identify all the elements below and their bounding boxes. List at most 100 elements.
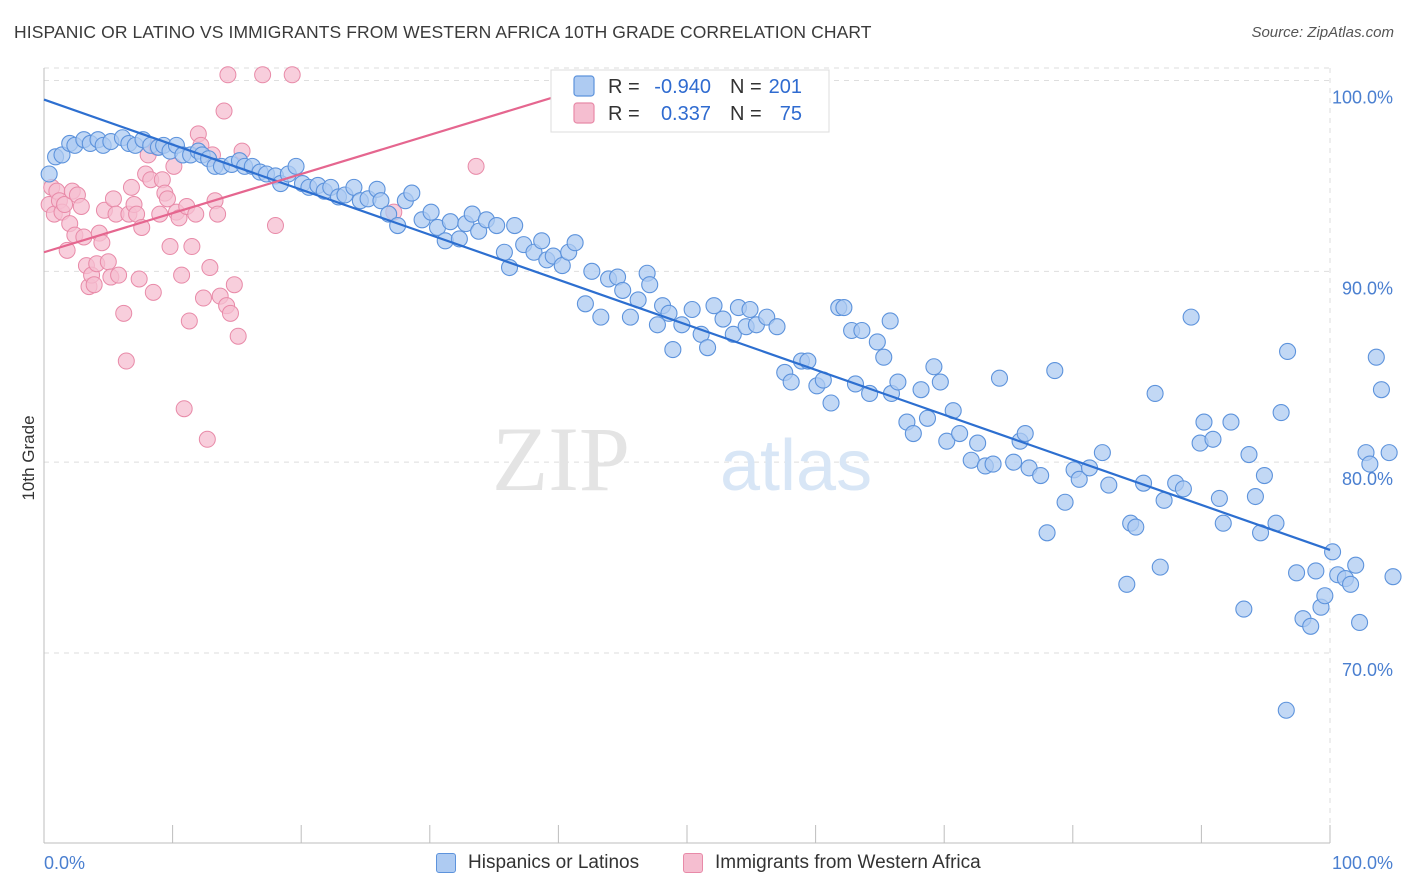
data-point-hispanic <box>938 432 956 450</box>
data-point-hispanic <box>664 341 682 359</box>
data-point-hispanic <box>875 348 893 366</box>
data-point-hispanic <box>1351 613 1369 632</box>
data-point-western-africa <box>117 352 135 370</box>
data-point-hispanic <box>614 281 632 299</box>
data-point-hispanic <box>1279 342 1297 361</box>
watermark-zip: ZIP <box>492 408 630 510</box>
series-legend: Hispanics or Latinos Immigrants from Wes… <box>0 850 1406 880</box>
data-point-western-africa <box>254 66 272 84</box>
data-point-hispanic <box>984 455 1002 473</box>
data-point-hispanic <box>372 192 390 210</box>
data-point-hispanic <box>1384 568 1402 586</box>
data-point-western-africa <box>104 190 122 208</box>
y-tick-label: 90.0% <box>1342 278 1393 298</box>
data-point-hispanic <box>741 300 759 319</box>
data-point-western-africa <box>72 197 90 215</box>
data-point-western-africa <box>158 190 176 208</box>
data-point-hispanic <box>1174 480 1192 498</box>
data-point-hispanic <box>699 339 717 357</box>
y-axis-label: 10th Grade <box>19 415 38 500</box>
data-point-hispanic <box>1046 362 1064 380</box>
legend-item-western-africa: Immigrants from Western Africa <box>683 852 981 874</box>
data-point-hispanic <box>566 234 584 252</box>
data-point-hispanic <box>576 295 594 313</box>
data-point-hispanic <box>1277 701 1295 719</box>
data-point-western-africa <box>194 289 212 307</box>
data-point-hispanic <box>1100 476 1118 494</box>
legend-r-label-1: R = <box>608 76 640 98</box>
data-point-hispanic <box>1347 556 1365 574</box>
data-point-hispanic <box>1214 514 1232 532</box>
y-tick-label: 70.0% <box>1342 660 1393 680</box>
data-point-hispanic <box>1307 562 1325 580</box>
data-point-hispanic <box>724 325 742 343</box>
tick-labels: 70.0% 80.0% 90.0% 100.0% 0.0% 100.0% <box>44 88 1393 874</box>
data-point-hispanic <box>1361 455 1379 473</box>
data-point-hispanic <box>705 297 723 315</box>
data-point-hispanic <box>925 358 943 376</box>
data-point-hispanic <box>1288 564 1306 582</box>
data-point-hispanic <box>931 373 949 391</box>
y-tick-label: 100.0% <box>1332 88 1393 108</box>
data-point-western-africa <box>209 205 227 223</box>
data-point-hispanic <box>1316 587 1334 605</box>
data-point-hispanic <box>853 321 871 340</box>
data-point-hispanic <box>1151 558 1169 576</box>
data-point-hispanic <box>441 213 459 231</box>
data-point-hispanic <box>868 333 886 351</box>
data-point-western-africa <box>283 66 301 84</box>
legend-swatch-hispanics <box>436 853 456 873</box>
data-point-western-africa <box>99 253 117 271</box>
data-point-hispanic <box>506 216 524 235</box>
data-point-hispanic <box>422 203 440 221</box>
data-point-hispanic <box>1372 381 1390 399</box>
legend-r-value-1: -0.940 <box>654 76 711 98</box>
data-point-western-africa <box>161 238 179 256</box>
blue-series-points <box>40 129 1402 719</box>
data-point-western-africa <box>173 266 191 284</box>
data-point-hispanic <box>683 300 701 319</box>
data-point-western-africa <box>56 196 74 214</box>
data-point-hispanic <box>782 373 800 391</box>
legend-swatch-blue <box>573 75 595 97</box>
data-point-western-africa <box>85 276 103 294</box>
watermark-atlas: atlas <box>720 426 872 506</box>
data-point-hispanic <box>1255 466 1273 485</box>
data-point-hispanic <box>918 409 937 427</box>
data-point-hispanic <box>1235 600 1253 618</box>
data-point-hispanic <box>1038 524 1056 542</box>
data-point-hispanic <box>1380 444 1398 462</box>
data-point-hispanic <box>1367 348 1385 366</box>
data-point-hispanic <box>1246 487 1264 506</box>
legend-n-value-2: 75 <box>780 103 802 125</box>
trend-line-western-africa <box>43 94 559 254</box>
legend-swatch-western-africa <box>683 853 703 873</box>
data-point-hispanic <box>583 262 601 280</box>
data-point-western-africa <box>183 238 201 256</box>
data-point-hispanic <box>1195 413 1213 431</box>
data-point-western-africa <box>130 270 148 288</box>
data-point-hispanic <box>287 157 305 175</box>
legend-box <box>550 69 830 133</box>
data-point-hispanic <box>951 424 969 443</box>
data-point-hispanic <box>912 381 930 399</box>
trend-line-hispanics <box>43 98 1331 551</box>
data-point-hispanic <box>1324 543 1342 561</box>
pink-series-points <box>40 66 485 448</box>
data-point-hispanic <box>904 424 922 443</box>
data-point-western-africa <box>215 102 233 120</box>
y-tick-label: 80.0% <box>1342 469 1393 489</box>
data-point-hispanic <box>1093 444 1111 462</box>
trend-lines <box>43 94 1331 551</box>
data-point-western-africa <box>110 266 128 284</box>
data-point-hispanic <box>1210 489 1228 507</box>
data-point-western-africa <box>221 304 239 322</box>
data-point-western-africa <box>175 400 193 418</box>
data-point-hispanic <box>1222 413 1240 431</box>
data-point-western-africa <box>225 276 243 294</box>
data-point-western-africa <box>266 217 284 235</box>
data-point-western-africa <box>467 157 485 175</box>
data-point-hispanic <box>1016 424 1034 443</box>
data-point-hispanic <box>1204 430 1222 448</box>
